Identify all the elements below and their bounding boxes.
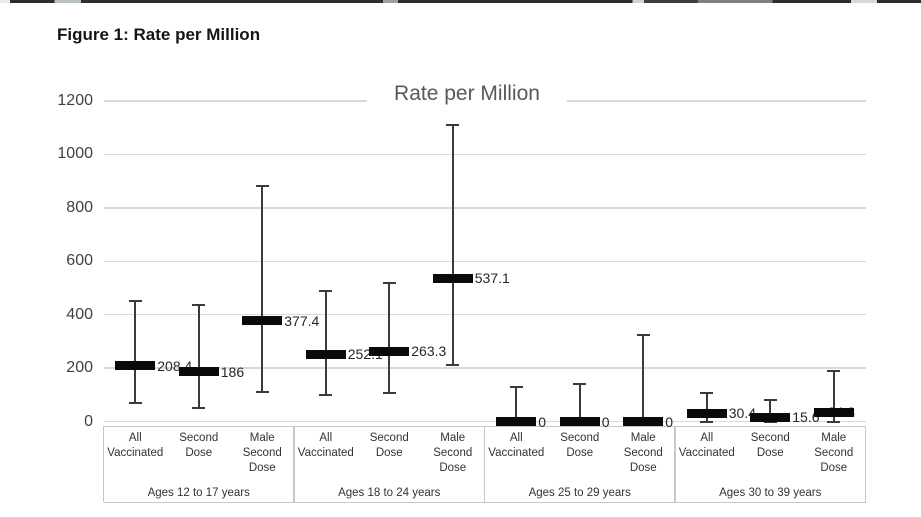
category-axis-label: Male Second Dose <box>623 432 663 474</box>
error-whisker-line <box>388 282 391 394</box>
gridline <box>103 207 866 209</box>
category-axis-label: All Vaccinated <box>488 432 545 459</box>
group-axis-label: Ages 25 to 29 years <box>528 487 631 499</box>
data-label: 0 <box>665 413 674 430</box>
bar <box>242 316 283 326</box>
gridline <box>103 367 866 369</box>
whisker-cap-bottom <box>382 392 396 395</box>
whisker-cap-top <box>192 304 206 307</box>
y-axis-tick-label: 0 <box>84 412 93 430</box>
data-label: 377.4 <box>284 312 320 329</box>
gridline <box>103 153 866 156</box>
whisker-cap-top <box>319 289 333 292</box>
whisker-cap-bottom <box>827 420 841 423</box>
bar <box>813 407 854 417</box>
bar <box>559 417 600 426</box>
whisker-cap-bottom <box>192 407 206 410</box>
category-axis-label: Second Dose <box>750 432 790 459</box>
axis-group-separator <box>864 426 867 502</box>
whisker-cap-top <box>827 369 841 372</box>
category-axis-label: Second Dose <box>560 432 600 459</box>
figure-caption: Figure 1: Rate per Million <box>57 25 261 44</box>
whisker-cap-top <box>382 281 396 284</box>
whisker-cap-top <box>700 392 714 395</box>
bar <box>178 367 219 377</box>
chart-title: Rate per Million <box>367 82 567 106</box>
error-whisker-line <box>578 384 581 422</box>
error-whisker-line <box>705 393 708 422</box>
whisker-cap-bottom <box>128 401 142 404</box>
bar <box>369 346 410 356</box>
whisker-cap-bottom <box>446 364 460 367</box>
data-label: 186 <box>220 363 245 380</box>
bar <box>305 349 346 359</box>
gridline <box>103 313 866 316</box>
whisker-cap-top <box>128 300 142 303</box>
whisker-cap-top <box>255 185 269 188</box>
error-whisker-line <box>324 290 327 395</box>
gridline <box>103 420 866 423</box>
error-whisker-line <box>832 370 835 422</box>
error-whisker-line <box>451 125 454 366</box>
y-axis-tick-label: 400 <box>66 305 93 323</box>
axis-group-separator <box>102 426 105 502</box>
bar <box>496 417 537 426</box>
error-whisker-line <box>261 186 264 393</box>
whisker-cap-top <box>763 399 777 402</box>
data-label: 537.1 <box>474 270 510 287</box>
y-axis-tick-label: 800 <box>66 198 93 216</box>
whisker-cap-bottom <box>255 391 269 394</box>
data-label: 0 <box>601 413 610 430</box>
error-whisker-line <box>197 305 200 409</box>
whisker-cap-top <box>573 383 587 386</box>
category-axis-label: Second Dose <box>369 432 409 459</box>
y-axis-tick-label: 1000 <box>57 145 93 163</box>
category-axis-label: Male Second Dose <box>814 432 854 474</box>
whisker-cap-bottom <box>700 420 714 423</box>
whisker-cap-bottom <box>319 393 333 396</box>
axis-box-border <box>103 502 866 504</box>
error-whisker-line <box>515 386 518 422</box>
category-axis-label: All Vaccinated <box>107 432 164 459</box>
group-axis-label: Ages 18 to 24 years <box>338 487 441 499</box>
group-axis-label: Ages 30 to 39 years <box>719 487 822 499</box>
group-axis-label: Ages 12 to 17 years <box>147 487 250 499</box>
bar <box>623 417 664 426</box>
error-whisker-line <box>769 400 772 422</box>
category-axis-label: All Vaccinated <box>297 432 354 459</box>
y-axis-tick-label: 1200 <box>57 92 93 109</box>
bar <box>686 408 727 418</box>
whisker-cap-top <box>636 333 650 336</box>
data-label: 15.6 <box>792 409 820 426</box>
gridline <box>103 260 866 262</box>
category-axis-label: All Vaccinated <box>678 432 735 459</box>
data-label: 0 <box>538 413 547 430</box>
data-label: 263.3 <box>411 343 447 360</box>
top-edge-artifact-strip <box>0 0 921 3</box>
whisker-cap-top <box>509 385 523 388</box>
y-axis-tick-label: 200 <box>66 359 93 377</box>
y-axis-tick-label: 600 <box>66 252 93 270</box>
category-axis-label: Male Second Dose <box>433 432 473 474</box>
error-whisker-line <box>134 301 137 403</box>
axis-group-separator <box>293 426 295 502</box>
data-label: 30.4 <box>728 405 756 422</box>
bar <box>115 361 156 371</box>
category-axis-label: Second Dose <box>179 432 219 459</box>
bar <box>432 273 473 283</box>
axis-group-separator <box>483 426 486 502</box>
bar <box>750 412 791 422</box>
axis-group-separator <box>674 426 676 502</box>
error-whisker-line <box>642 334 645 422</box>
whisker-cap-top <box>446 124 460 127</box>
category-axis-label: Male Second Dose <box>242 432 282 474</box>
